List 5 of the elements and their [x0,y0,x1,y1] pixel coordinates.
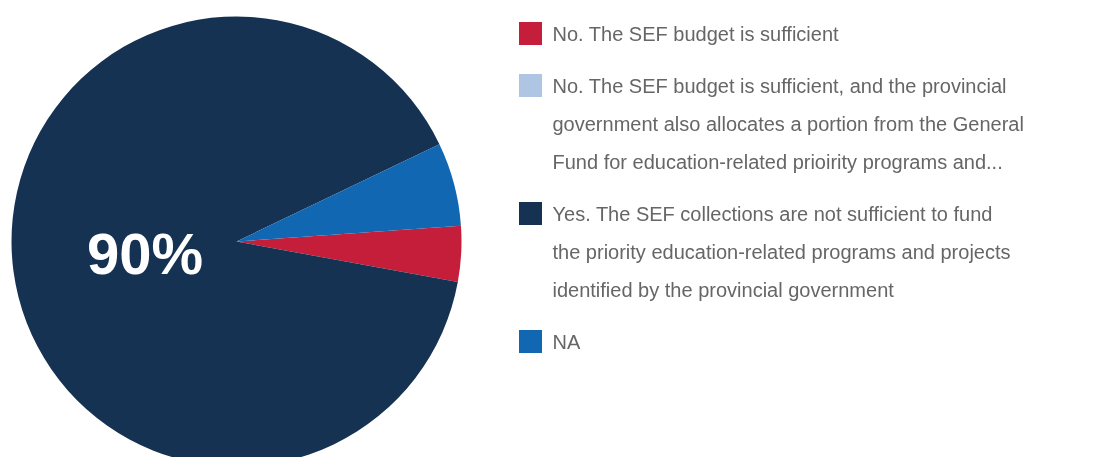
legend-label: No. The SEF budget is sufficient [552,22,840,45]
legend-label: No. The SEF budget is sufficient, and the provincial government also allocates a portion from the General Fund for education-related prioirity programs and... [552,74,1024,173]
legend-label: NA [552,330,581,353]
data-label: 90% [87,221,204,287]
legend-label: Yes. The SEF collections are not sufficient to fund the priority education-related programs and projects identified by the provincial government [552,202,1011,301]
